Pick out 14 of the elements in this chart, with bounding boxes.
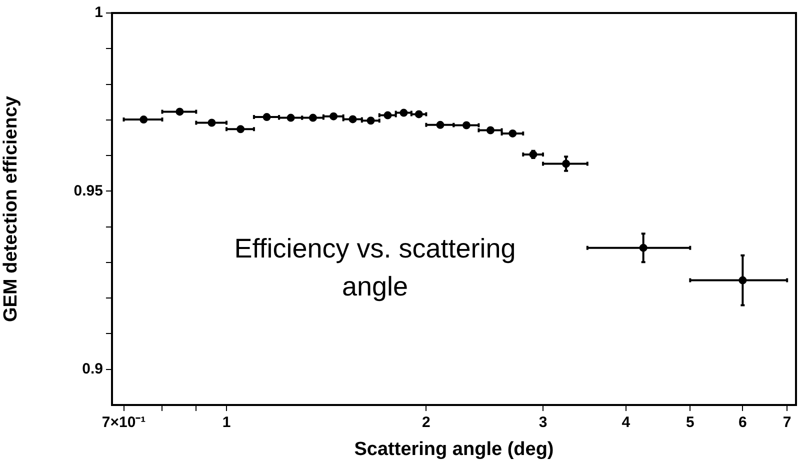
y-tick-label: 1 <box>94 4 103 22</box>
x-tick-label: 7×10⁻¹ <box>102 414 146 432</box>
x-tick-label: 3 <box>538 414 548 432</box>
annotation: Efficiency vs. scattering angle <box>234 233 516 302</box>
y-tick-label: 0.9 <box>82 360 103 378</box>
y-axis-title: GEM detection efficiency <box>0 96 22 322</box>
x-tick-label: 4 <box>622 414 631 432</box>
x-tick-label: 1 <box>222 414 231 432</box>
x-tick-label: 6 <box>738 414 747 432</box>
y-tick-label: 0.95 <box>74 182 103 200</box>
x-tick-label: 5 <box>686 414 694 432</box>
x-tick-label: 2 <box>422 414 430 432</box>
x-tick-label: 7 <box>782 414 792 432</box>
x-axis-title: Scattering angle (deg) <box>354 438 554 460</box>
